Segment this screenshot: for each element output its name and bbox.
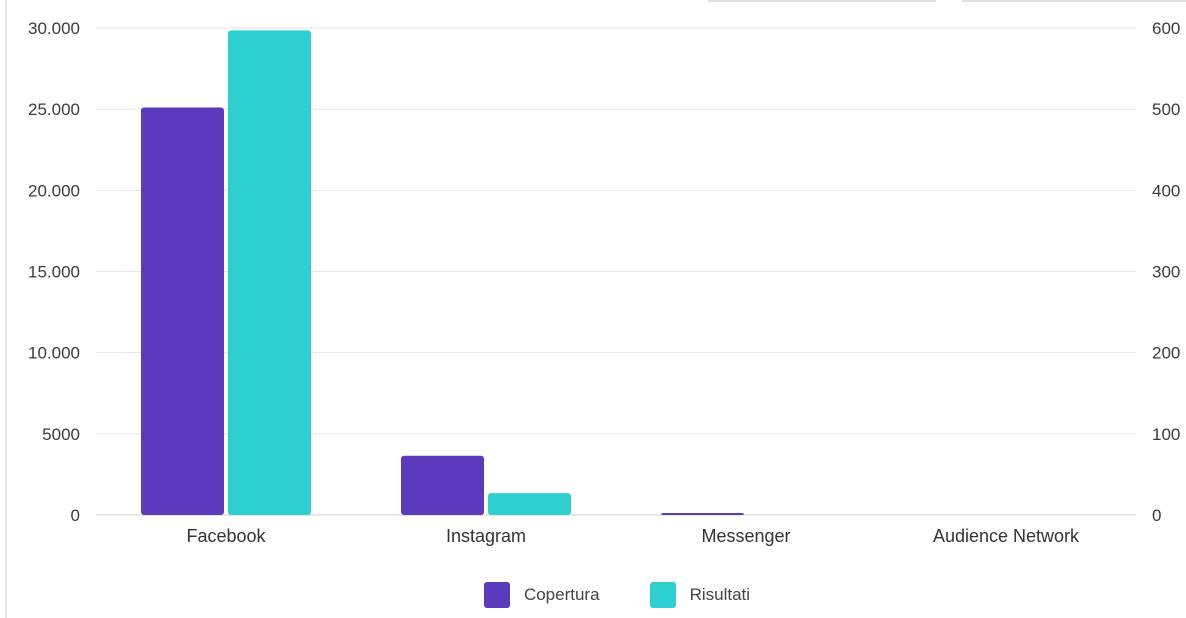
y-right-tick-label: 600 (1152, 19, 1180, 38)
legend-swatch (649, 582, 676, 608)
y-left-tick-label: 0 (71, 506, 80, 525)
x-category-label: Instagram (446, 526, 526, 546)
legend-label: Risultati (689, 585, 751, 604)
y-left-tick-label: 10.000 (28, 344, 80, 363)
bar-chart: 0 5000 10.000 15.000 20.000 25.000 30.000 0 100 2… (28, 19, 1180, 546)
card-left-border (5, 0, 7, 618)
y-right-tick-label: 500 (1152, 100, 1180, 119)
x-category-label: Messenger (701, 526, 790, 546)
bar-copertura-facebook (141, 107, 224, 515)
y-left-tick-label: 5000 (42, 425, 80, 444)
y-left-tick-label: 30.000 (28, 19, 80, 38)
legend-item-risultati[interactable]: Risultati (649, 582, 751, 608)
bar-risultati-instagram (488, 493, 571, 515)
y-right-tick-label: 300 (1152, 263, 1180, 282)
chart-legend: Copertura Risultati (24, 582, 1186, 608)
top-control-edge-2[interactable] (962, 0, 1186, 2)
legend-swatch (483, 582, 510, 608)
y-right-tick-label: 400 (1152, 181, 1180, 200)
y-right-tick-label: 100 (1152, 425, 1180, 444)
y-left-tick-label: 25.000 (28, 100, 80, 119)
top-control-edge-1[interactable] (708, 0, 936, 2)
legend-item-copertura[interactable]: Copertura (483, 582, 600, 608)
legend-label: Copertura (523, 585, 600, 604)
bar-copertura-instagram (401, 455, 484, 515)
y-right-tick-label: 200 (1152, 344, 1180, 363)
y-right-tick-label: 0 (1152, 506, 1161, 525)
y-left-tick-label: 20.000 (28, 181, 80, 200)
x-category-label: Audience Network (933, 526, 1080, 546)
bar-copertura-messenger (661, 513, 744, 515)
x-category-label: Facebook (186, 526, 266, 546)
y-left-tick-label: 15.000 (28, 263, 80, 282)
bar-risultati-facebook (228, 30, 311, 516)
